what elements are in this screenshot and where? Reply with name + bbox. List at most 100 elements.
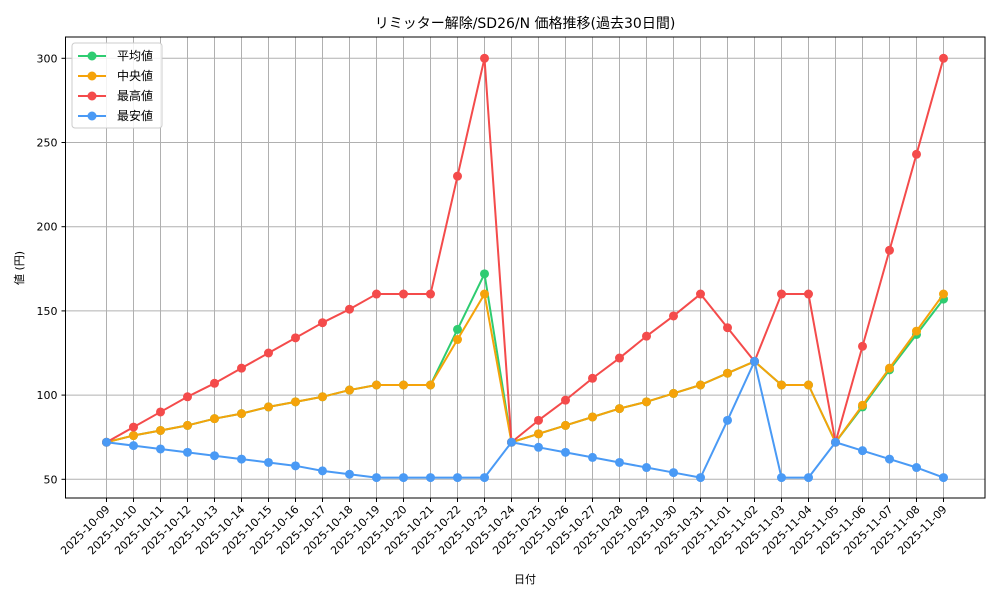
data-point-marker — [453, 171, 462, 181]
data-point-marker — [885, 454, 894, 464]
legend-marker-icon — [87, 71, 97, 81]
data-point-marker — [318, 318, 327, 328]
data-point-marker — [237, 454, 246, 464]
data-point-marker — [534, 442, 543, 452]
legend-label: 最安値 — [117, 108, 153, 123]
data-point-marker — [669, 468, 678, 478]
data-point-marker — [372, 289, 381, 299]
data-point-marker — [210, 414, 219, 424]
data-point-marker — [588, 373, 597, 383]
chart-title: リミッター解除/SD26/N 価格推移(過去30日間) — [375, 16, 676, 32]
data-point-marker — [723, 368, 732, 378]
legend-item-mean: 平均値 — [78, 48, 153, 63]
data-point-marker — [831, 437, 840, 447]
data-point-marker — [939, 289, 948, 299]
legend-item-min: 最安値 — [78, 108, 153, 123]
data-point-marker — [696, 380, 705, 390]
data-point-marker — [534, 415, 543, 425]
legend-item-median: 中央値 — [78, 68, 153, 83]
legend: 平均値 中央値 最高値 最安値 — [71, 42, 163, 129]
data-point-marker — [669, 388, 678, 398]
data-point-marker — [264, 457, 273, 467]
data-point-marker — [426, 473, 435, 483]
legend-label: 最高値 — [117, 88, 153, 103]
legend-marker-icon — [87, 51, 97, 61]
data-point-marker — [453, 335, 462, 345]
data-point-marker — [858, 341, 867, 351]
data-point-marker — [210, 451, 219, 461]
y-axis-ticks: 50 100 150 200 250 300 — [37, 52, 66, 486]
data-point-marker — [102, 437, 111, 447]
data-point-marker — [345, 469, 354, 479]
data-point-marker — [345, 385, 354, 395]
data-point-marker — [372, 380, 381, 390]
data-point-marker — [588, 412, 597, 422]
data-point-marker — [453, 473, 462, 483]
series-min — [102, 356, 948, 483]
legend-label: 平均値 — [117, 48, 153, 63]
data-point-marker — [885, 363, 894, 373]
data-point-marker — [561, 395, 570, 405]
data-point-marker — [345, 304, 354, 314]
data-point-marker — [129, 441, 138, 451]
data-point-marker — [183, 447, 192, 457]
data-point-marker — [156, 407, 165, 417]
data-point-marker — [291, 461, 300, 471]
series-layer — [102, 53, 948, 483]
data-point-marker — [777, 289, 786, 299]
data-point-marker — [291, 333, 300, 343]
data-point-marker — [480, 53, 489, 63]
y-tick-label: 150 — [37, 305, 58, 318]
legend-item-max: 最高値 — [78, 88, 153, 103]
data-point-marker — [426, 289, 435, 299]
data-point-marker — [237, 409, 246, 419]
data-point-marker — [480, 269, 489, 279]
data-point-marker — [696, 289, 705, 299]
data-point-marker — [912, 326, 921, 336]
data-point-marker — [561, 447, 570, 457]
legend-box — [71, 42, 163, 129]
data-point-marker — [453, 324, 462, 334]
data-point-marker — [912, 149, 921, 159]
y-tick-label: 200 — [37, 221, 58, 234]
data-point-marker — [912, 463, 921, 473]
y-tick-label: 50 — [44, 473, 58, 486]
data-point-marker — [291, 397, 300, 407]
data-point-marker — [885, 245, 894, 255]
data-point-marker — [669, 311, 678, 321]
data-point-marker — [264, 402, 273, 412]
series-max — [102, 53, 948, 447]
data-point-marker — [939, 53, 948, 63]
legend-marker-icon — [87, 91, 97, 101]
data-point-marker — [480, 473, 489, 483]
data-point-marker — [588, 452, 597, 462]
data-point-marker — [183, 392, 192, 402]
data-point-marker — [642, 397, 651, 407]
y-tick-label: 250 — [37, 137, 58, 150]
data-point-marker — [561, 420, 570, 430]
data-point-marker — [615, 404, 624, 414]
y-tick-label: 300 — [37, 52, 58, 65]
data-point-marker — [156, 444, 165, 454]
y-tick-label: 100 — [37, 389, 58, 402]
data-point-marker — [507, 437, 516, 447]
data-point-marker — [804, 473, 813, 483]
legend-label: 中央値 — [117, 68, 153, 83]
data-point-marker — [399, 380, 408, 390]
data-point-marker — [615, 353, 624, 363]
data-point-marker — [183, 420, 192, 430]
data-point-marker — [642, 463, 651, 473]
data-point-marker — [777, 473, 786, 483]
data-point-marker — [723, 415, 732, 425]
data-point-marker — [210, 378, 219, 388]
data-point-marker — [129, 431, 138, 441]
data-point-marker — [372, 473, 381, 483]
data-point-marker — [399, 473, 408, 483]
data-point-marker — [318, 392, 327, 402]
data-point-marker — [696, 473, 705, 483]
data-point-marker — [858, 400, 867, 410]
data-point-marker — [804, 380, 813, 390]
data-point-marker — [237, 363, 246, 373]
